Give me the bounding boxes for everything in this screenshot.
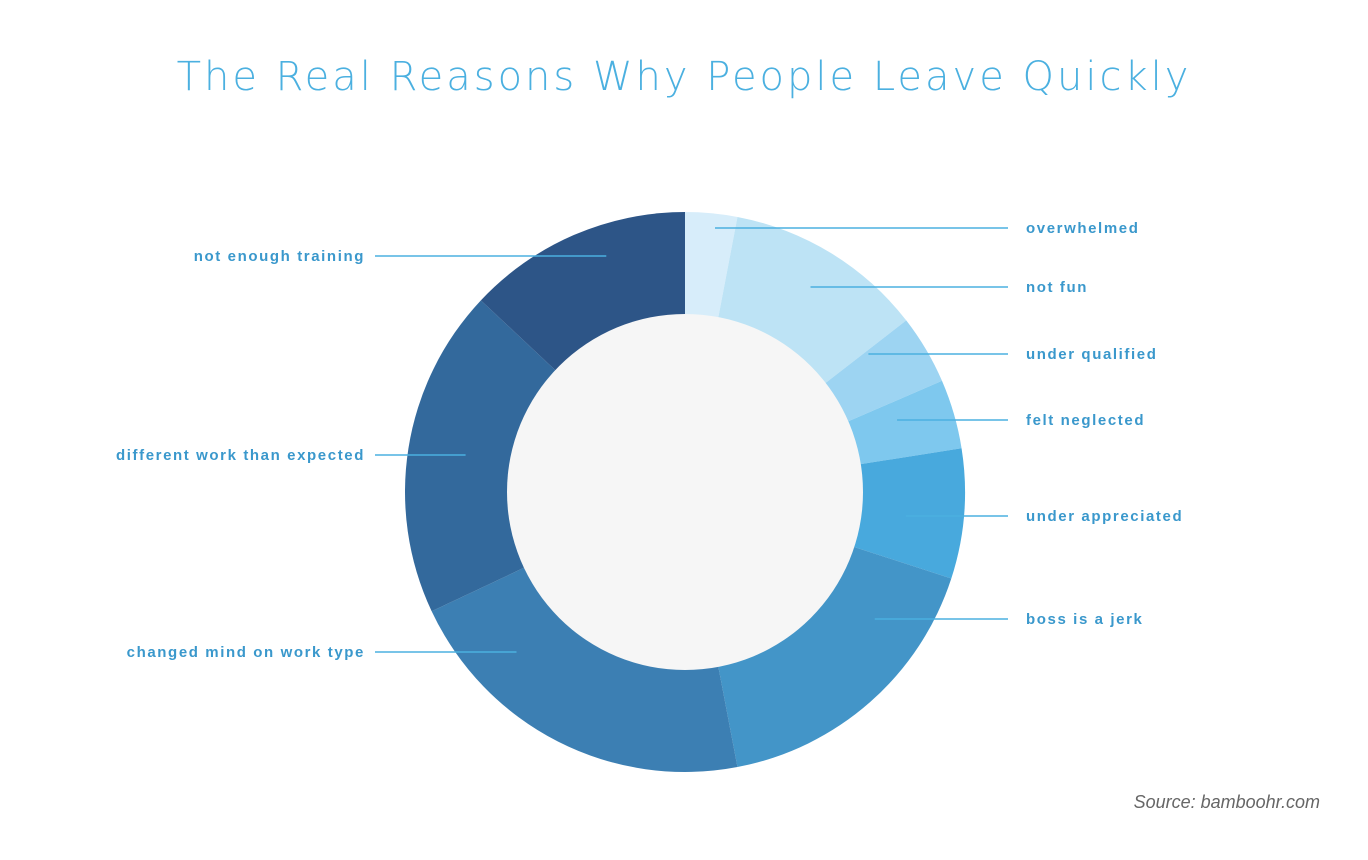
slice-label-boss-is-a-jerk: boss is a jerk xyxy=(1026,611,1143,628)
slice-label-not-fun: not fun xyxy=(1026,279,1088,296)
chart-source: Source: bamboohr.com xyxy=(1133,792,1320,812)
slice-label-under-appreciated: under appreciated xyxy=(1026,508,1183,525)
slice-label-changed-mind-on-work-type: changed mind on work type xyxy=(127,644,365,661)
donut-center xyxy=(507,314,863,670)
chart-title: The Real Reasons Why People Leave Quickl… xyxy=(176,54,1192,100)
slice-label-felt-neglected: felt neglected xyxy=(1026,412,1145,429)
leaders-layer xyxy=(375,227,1008,653)
slice-label-overwhelmed: overwhelmed xyxy=(1026,220,1139,237)
slice-label-different-work-than-expected: different work than expected xyxy=(116,447,365,464)
slice-label-not-enough-training: not enough training xyxy=(194,248,365,265)
labels-layer: overwhelmed not fun under qualified felt ne… xyxy=(116,220,1183,661)
slice-label-under-qualified: under qualified xyxy=(1026,346,1158,363)
